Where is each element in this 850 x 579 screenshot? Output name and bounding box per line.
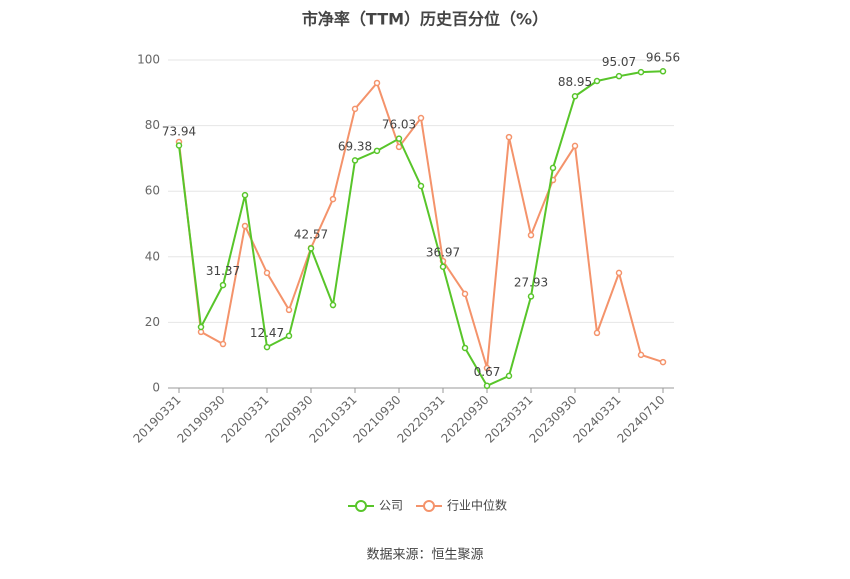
point xyxy=(637,351,645,359)
x-tick-label: 20240710 xyxy=(615,393,668,446)
point xyxy=(483,382,491,390)
point xyxy=(505,133,513,141)
point xyxy=(263,269,271,277)
data-label: 12.47 xyxy=(250,326,284,340)
point xyxy=(395,143,403,151)
point xyxy=(395,135,403,142)
y-tick-label: 0 xyxy=(152,381,160,395)
legend-marker xyxy=(423,500,435,512)
point xyxy=(197,323,205,331)
point xyxy=(483,364,491,372)
data-label: 27.93 xyxy=(514,275,548,289)
data-label: 95.07 xyxy=(602,55,636,69)
point xyxy=(373,79,381,87)
point xyxy=(241,222,249,230)
point xyxy=(417,182,425,190)
point xyxy=(307,245,315,252)
point xyxy=(461,344,469,352)
point xyxy=(439,263,447,270)
point xyxy=(285,306,293,314)
point xyxy=(263,343,271,351)
y-tick-label: 100 xyxy=(137,53,160,67)
y-tick-label: 40 xyxy=(145,249,160,263)
point xyxy=(351,105,359,113)
data-label: 42.57 xyxy=(294,227,328,241)
point xyxy=(615,269,623,277)
point xyxy=(593,77,601,85)
point xyxy=(329,195,337,203)
point xyxy=(527,231,535,239)
point xyxy=(505,372,513,380)
data-label: 88.95 xyxy=(558,75,592,89)
data-label: 0.67 xyxy=(474,365,501,379)
data-label: 36.97 xyxy=(426,246,460,260)
data-label: 76.03 xyxy=(382,118,416,132)
point xyxy=(219,281,227,289)
point xyxy=(615,72,623,80)
point xyxy=(417,114,425,122)
data-label: 31.37 xyxy=(206,264,240,278)
point xyxy=(659,68,667,75)
legend-marker xyxy=(355,500,367,512)
point xyxy=(285,332,293,340)
data-label: 96.56 xyxy=(646,50,680,64)
source: 数据来源：恒生聚源 xyxy=(366,548,483,563)
data-label: 69.38 xyxy=(338,139,372,153)
point xyxy=(175,142,183,149)
point xyxy=(241,191,249,199)
point xyxy=(219,340,227,348)
point xyxy=(571,142,579,150)
point xyxy=(329,301,337,309)
y-tick-label: 20 xyxy=(145,315,160,329)
legend-label: 行业中位数 xyxy=(447,498,507,513)
point xyxy=(527,293,535,300)
point xyxy=(373,147,381,155)
point xyxy=(593,329,601,337)
point xyxy=(549,164,557,172)
point xyxy=(351,157,359,164)
y-tick-label: 80 xyxy=(145,118,160,132)
chart-title: 市净率（TTM）历史百分位（%） xyxy=(302,10,548,29)
y-tick-label: 60 xyxy=(145,184,160,198)
point xyxy=(659,358,667,366)
data-label: 73.94 xyxy=(162,124,196,138)
point xyxy=(461,290,469,298)
point xyxy=(637,68,645,76)
point xyxy=(571,92,579,100)
legend-label: 公司 xyxy=(379,499,403,513)
